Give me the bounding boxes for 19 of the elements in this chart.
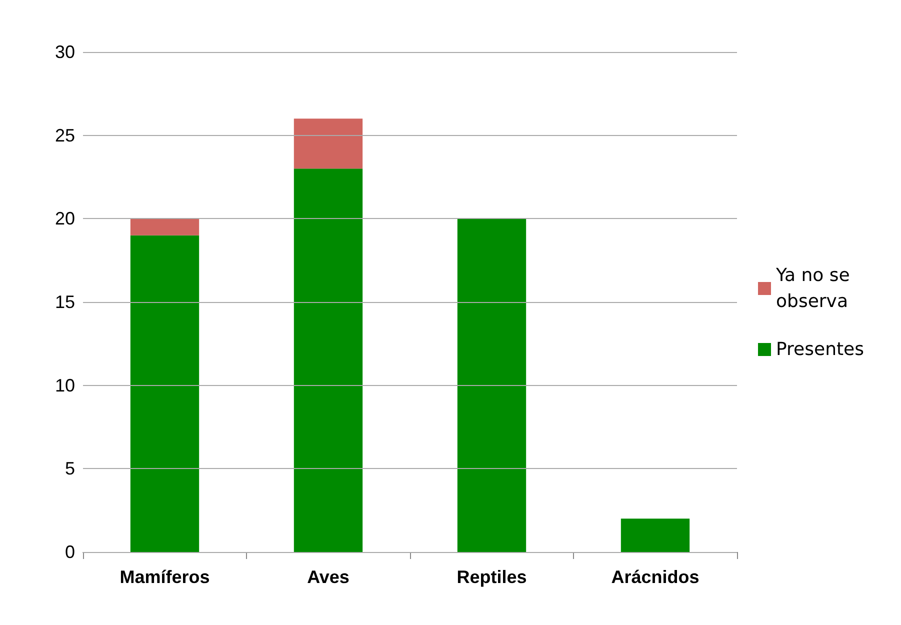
y-tick-label: 20 (54, 208, 75, 229)
y-tick-label: 15 (54, 292, 75, 312)
bar (294, 118, 363, 169)
x-tick-label: Mamíferos (120, 567, 210, 587)
y-tick-label: 30 (54, 42, 75, 62)
y-tick-label: 25 (54, 125, 75, 146)
legend-label: Ya no se observa (775, 265, 856, 312)
y-tick-label: 5 (64, 458, 75, 479)
bar (130, 218, 200, 236)
y-tick-label: 0 (64, 542, 75, 562)
x-tick-label: Aves (307, 567, 350, 587)
y-tick-label: 10 (54, 375, 75, 396)
bar (130, 235, 200, 552)
bar (457, 218, 526, 552)
legend-label: Presentes (776, 339, 864, 360)
x-tick-label: Arácnidos (611, 567, 700, 587)
bar (294, 168, 363, 552)
x-tick-label: Reptiles (456, 567, 527, 587)
bar (620, 518, 690, 552)
